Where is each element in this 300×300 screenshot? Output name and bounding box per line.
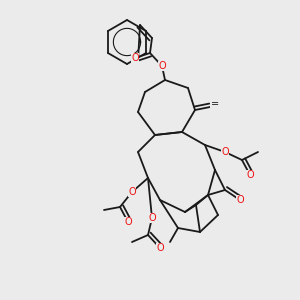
Text: O: O — [124, 217, 132, 227]
Text: O: O — [128, 187, 136, 197]
Text: O: O — [156, 243, 164, 253]
Text: =: = — [211, 99, 219, 109]
Text: O: O — [236, 195, 244, 205]
Text: O: O — [246, 170, 254, 180]
Text: O: O — [221, 147, 229, 157]
Text: O: O — [131, 53, 139, 63]
Text: O: O — [148, 213, 156, 223]
Text: O: O — [158, 61, 166, 71]
